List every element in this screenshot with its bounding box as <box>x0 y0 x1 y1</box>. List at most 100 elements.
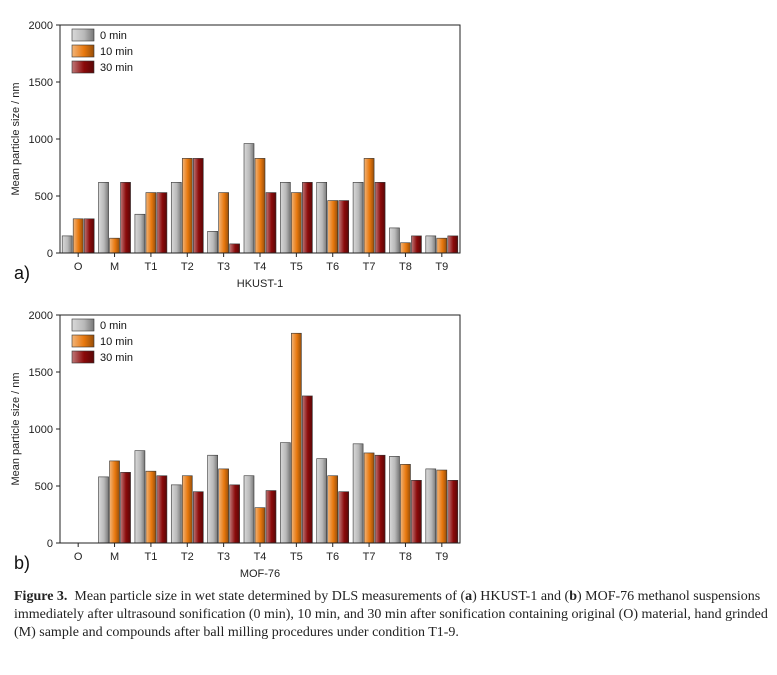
chart-1-x-axis-label: MOF-76 <box>240 568 280 580</box>
chart-0-bar-0min-T6 <box>316 182 328 254</box>
chart-1-xtick-label: T4 <box>254 551 267 563</box>
chart-0-bar-0min-T3 <box>207 231 218 254</box>
chart-1-bar-0min-T1 <box>134 450 146 544</box>
chart-1-bar-10min-T8 <box>400 464 411 544</box>
chart-1-bar-30min-T4 <box>265 490 277 544</box>
chart-0-bar-10min-T6 <box>327 200 339 254</box>
chart-0-legend-swatch-2 <box>71 60 95 74</box>
chart-0-xtick-label: T4 <box>254 261 267 273</box>
chart-0-y-axis-label: Mean particle size / nm <box>10 82 22 195</box>
chart-0-bar-10min-T3 <box>218 192 229 254</box>
chart-0-xtick-label: M <box>110 261 119 273</box>
chart-0-legend-label-0: 0 min <box>100 30 127 42</box>
chart-1-legend-label-2: 30 min <box>100 352 133 364</box>
caption-text-3: ) MOF-76 methanol suspensions immediatel… <box>14 589 768 640</box>
chart-0-bar-10min-M <box>109 237 120 254</box>
chart-0-xtick-label: T9 <box>435 261 448 273</box>
chart-0-bar-30min-T2 <box>192 158 204 254</box>
chart-1-xtick-label: T7 <box>363 551 376 563</box>
chart-1-legend-swatch-2 <box>71 350 95 364</box>
chart-0-plot-frame <box>59 24 461 254</box>
chart-0-xtick-label: T1 <box>144 261 157 273</box>
chart-0-bar-10min-T1 <box>145 192 157 254</box>
chart-1-xtick-label: T1 <box>144 551 157 563</box>
chart-1-bar-30min-T7 <box>374 454 386 544</box>
chart-0-bar-30min-T9 <box>447 235 459 254</box>
chart-0-bar-30min-T7 <box>374 182 386 254</box>
chart-0-bar-30min-T5 <box>302 182 313 254</box>
chart-0-bar-10min-T7 <box>363 158 375 254</box>
chart-0-xtick-label: T2 <box>181 261 194 273</box>
chart-1-bar-10min-T3 <box>218 468 229 544</box>
chart-0-xtick-label: O <box>74 261 83 273</box>
chart-0-bar-0min-T4 <box>243 143 255 254</box>
chart-1-bar-30min-T3 <box>229 484 240 544</box>
chart-1-bar-0min-T9 <box>425 468 437 544</box>
chart-0-bar-0min-T9 <box>425 235 437 254</box>
caption-text-1: Mean particle size in wet state determin… <box>74 589 466 604</box>
chart-0-bar-0min-T5 <box>280 182 291 254</box>
chart-1-y-axis-label: Mean particle size / nm <box>10 372 22 485</box>
chart-0-xtick-label: T5 <box>290 261 303 273</box>
chart-1-bar-10min-T6 <box>327 475 339 544</box>
chart-0-bar-0min-T7 <box>352 182 364 254</box>
chart-1-bar-30min-M <box>120 472 131 544</box>
chart-1-xtick-label: T3 <box>217 551 230 563</box>
chart-0-x-axis-label: HKUST-1 <box>237 278 283 290</box>
chart-0-ytick-label: 0 <box>47 248 53 260</box>
chart-0-legend-label-1: 10 min <box>100 46 133 58</box>
chart-0-bar-30min-T1 <box>156 192 168 254</box>
chart-1-bar-30min-T2 <box>192 491 204 544</box>
chart-1-xtick-label: T9 <box>435 551 448 563</box>
chart-0-bar-10min-T9 <box>436 237 448 254</box>
chart-1-bar-0min-T7 <box>352 443 364 544</box>
caption-text-2: ) HKUST-1 and ( <box>472 589 570 604</box>
chart-1-ytick-label: 1000 <box>29 424 53 436</box>
chart-0-bar-30min-T8 <box>411 235 422 254</box>
chart-1-bar-0min-T6 <box>316 458 328 544</box>
chart-1-bar-30min-T6 <box>338 491 350 544</box>
chart-1-ytick-label: 0 <box>47 538 53 550</box>
chart-1-bar-10min-M <box>109 460 120 544</box>
chart-0-xtick-label: T7 <box>363 261 376 273</box>
chart-0-bar-0min-T1 <box>134 213 146 254</box>
chart-0-legend-swatch-0 <box>71 28 95 42</box>
chart-0-bar-10min-O <box>72 218 84 254</box>
chart-0-bar-10min-T5 <box>291 192 302 254</box>
chart-1-xtick-label: O <box>74 551 83 563</box>
chart-0-bar-30min-T4 <box>265 192 277 254</box>
caption-bold-b: b <box>569 589 577 604</box>
chart-1-bar-30min-T8 <box>411 480 422 544</box>
chart-a-hkust1: 0 500 1000 1500 2000 Mean particle size / nm O… <box>10 20 461 290</box>
chart-0-panel-label: a) <box>14 263 30 283</box>
chart-1-panel-label: b) <box>14 553 30 573</box>
chart-b-mof76: 0 500 1000 1500 2000 Mean particle size / nm O… <box>10 310 461 580</box>
chart-1-bar-0min-T4 <box>243 475 255 544</box>
chart-0-bar-30min-O <box>83 218 95 254</box>
chart-1-ytick-label: 2000 <box>29 310 53 322</box>
chart-0-legend-swatch-1 <box>71 44 95 58</box>
chart-1-plot-frame <box>59 314 461 544</box>
chart-1-legend-swatch-0 <box>71 318 95 332</box>
chart-0-ytick-label: 1500 <box>29 77 53 89</box>
figure-caption: Figure 3. Mean particle size in wet stat… <box>14 588 769 642</box>
chart-1-bar-30min-T9 <box>447 480 459 544</box>
chart-1-xtick-label: T5 <box>290 551 303 563</box>
chart-0-ytick-label: 2000 <box>29 20 53 32</box>
chart-0-xtick-label: T3 <box>217 261 230 273</box>
chart-1-xtick-label: T8 <box>399 551 412 563</box>
chart-1-xtick-label: T6 <box>326 551 339 563</box>
chart-1-bar-10min-T2 <box>181 475 193 544</box>
chart-1-legend-swatch-1 <box>71 334 95 348</box>
caption-bold-a: a <box>465 589 473 604</box>
chart-0-bar-30min-T3 <box>229 243 240 254</box>
chart-0-bar-10min-T4 <box>254 158 266 254</box>
chart-1-bar-10min-T7 <box>363 452 375 544</box>
chart-1-xtick-label: M <box>110 551 119 563</box>
chart-0-bar-10min-T2 <box>181 158 193 254</box>
chart-0-bar-30min-M <box>120 182 131 254</box>
chart-1-ytick-label: 500 <box>35 481 53 493</box>
chart-0-xtick-label: T6 <box>326 261 339 273</box>
chart-0-bar-0min-T8 <box>389 227 400 254</box>
chart-1-bar-10min-T9 <box>436 469 448 544</box>
